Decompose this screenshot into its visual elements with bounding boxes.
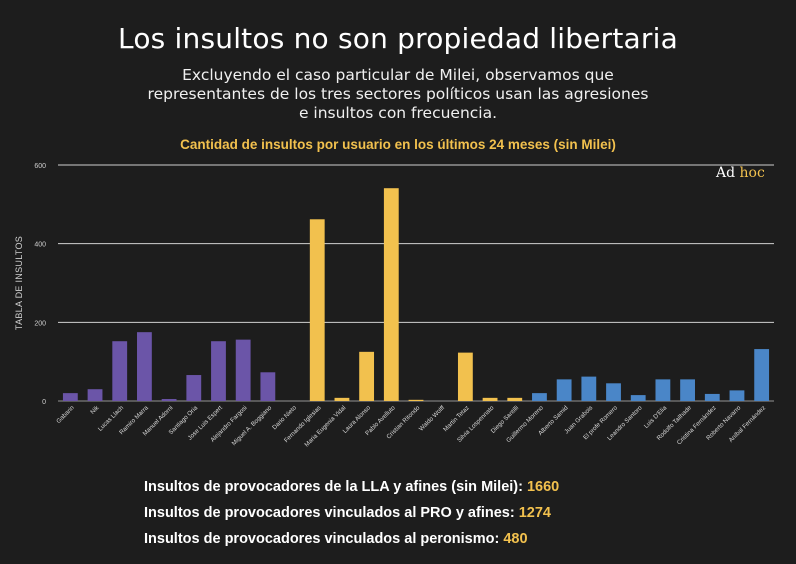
bar xyxy=(137,332,152,401)
subtitle-line: representantes de los tres sectores polí… xyxy=(147,85,649,103)
bar xyxy=(532,393,547,401)
bar xyxy=(62,393,78,401)
bar xyxy=(606,383,621,401)
y-tick-label: 0 xyxy=(42,399,46,406)
page-subtitle: Excluyendo el caso particular de Milei, … xyxy=(0,66,796,123)
bar xyxy=(704,393,720,401)
subtitle-line: Excluyendo el caso particular de Milei, … xyxy=(182,66,614,84)
bar xyxy=(309,219,325,401)
y-tick-label: 600 xyxy=(34,163,46,170)
total-peronismo-label: Insultos de provocadores vinculados al p… xyxy=(144,531,504,547)
bars xyxy=(62,188,770,401)
bar xyxy=(235,339,251,401)
total-peronismo: Insultos de provocadores vinculados al p… xyxy=(144,530,559,556)
y-tick-label: 200 xyxy=(34,320,46,327)
total-peronismo-value: 480 xyxy=(503,531,528,547)
total-lla-label: Insultos de provocadores de la LLA y afi… xyxy=(144,479,527,495)
bar xyxy=(87,389,103,401)
chart-title: Cantidad de insultos por usuario en los … xyxy=(180,137,616,152)
bar xyxy=(408,399,424,401)
logo-text: Ad xyxy=(716,165,740,181)
total-pro-label: Insultos de provocadores vinculados al P… xyxy=(144,505,519,521)
bar xyxy=(754,349,770,401)
bar xyxy=(161,399,177,401)
bar xyxy=(359,351,375,401)
bar xyxy=(334,397,350,401)
total-pro-value: 1274 xyxy=(518,505,551,521)
bar xyxy=(630,395,646,401)
y-axis-label: TABLA DE INSULTOS xyxy=(14,236,24,330)
subtitle-line: e insultos con frecuencia. xyxy=(298,104,498,122)
bar xyxy=(186,375,202,401)
x-tick-label: Nik xyxy=(89,404,101,416)
bar xyxy=(457,352,473,401)
bar xyxy=(680,379,695,401)
adhoc-logo: Ad hoc xyxy=(716,165,765,181)
bar xyxy=(507,397,523,401)
total-lla-value: 1660 xyxy=(526,479,560,495)
x-tick-label: Gabarin xyxy=(55,404,76,425)
bar xyxy=(211,341,226,401)
bar xyxy=(260,372,276,401)
bar xyxy=(556,379,572,401)
total-lla: Insultos de provocadores de la LLA y afi… xyxy=(144,478,559,504)
bar xyxy=(383,188,399,401)
total-pro: Insultos de provocadores vinculados al P… xyxy=(144,504,559,530)
bar xyxy=(112,341,128,401)
bar xyxy=(482,397,498,401)
logo-accent-text: hoc xyxy=(739,165,765,181)
totals-summary: Insultos de provocadores de la LLA y afi… xyxy=(144,478,559,556)
y-tick-label: 400 xyxy=(34,242,46,249)
page-title: Los insultos no son propiedad libertaria xyxy=(118,22,678,55)
bar xyxy=(655,379,671,401)
gridlines xyxy=(58,164,774,402)
bar xyxy=(729,390,745,401)
bar xyxy=(581,376,597,401)
x-tick-label: Luis D'Elia xyxy=(643,404,669,430)
